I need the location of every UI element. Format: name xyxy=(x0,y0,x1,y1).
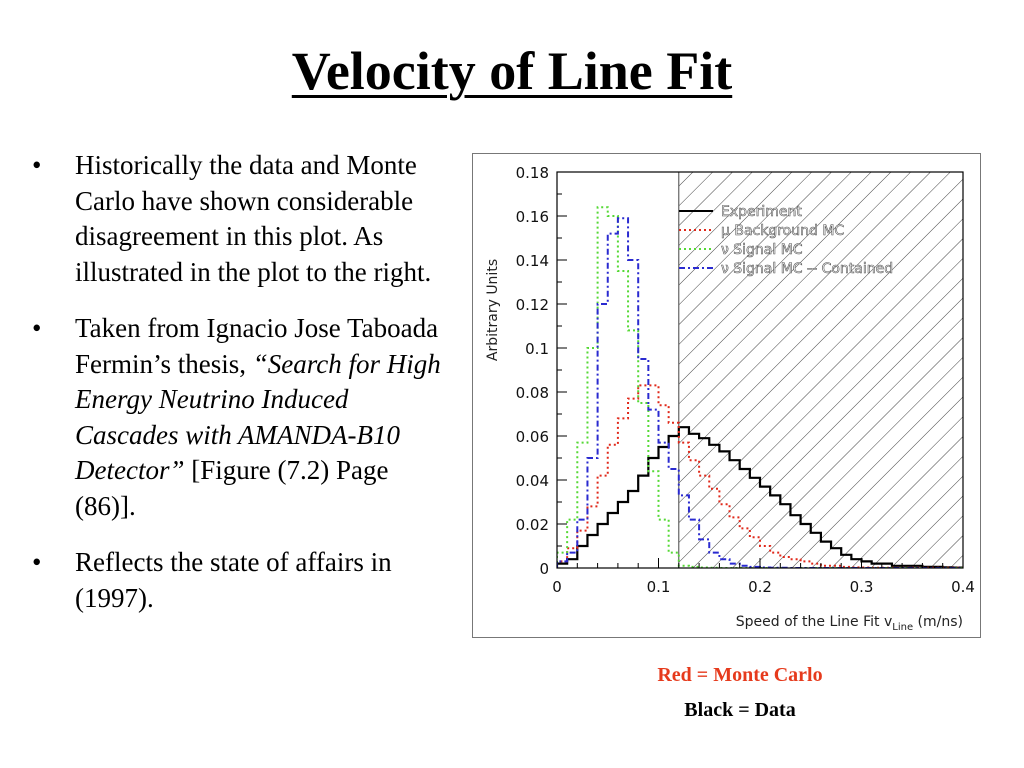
y-tick-label: 0.1 xyxy=(525,340,549,358)
caption-monte-carlo: Red = Monte Carlo xyxy=(657,664,823,686)
x-axis-label-unit: (m/ns) xyxy=(913,614,963,630)
bullet-glyph: • xyxy=(32,150,42,180)
x-tick-label: 0 xyxy=(552,578,562,596)
legend: Experiment μ Background MC ν Signal MC ν Si… xyxy=(679,204,893,277)
series-line-3 xyxy=(557,206,963,568)
caption-data: Black = Data xyxy=(684,699,796,721)
bullet-item: • Taken from Ignacio Jose Taboada Fermin… xyxy=(30,311,450,524)
histogram-figure: 0 0.02 0.04 0.06 0.08 0.1 0.12 0.14 0.16 0.18 0 0.… xyxy=(472,153,981,638)
x-tick-label: 0.4 xyxy=(951,578,975,596)
legend-label-3: ν Signal MC xyxy=(721,242,803,258)
bullet-glyph: • xyxy=(32,547,42,577)
bullet-list: • Historically the data and Monte Carlo … xyxy=(30,148,450,637)
bullet-item: • Historically the data and Monte Carlo … xyxy=(30,148,450,290)
x-axis-label: Speed of the Line Fit vLine (m/ns) xyxy=(736,614,963,633)
series-line-4 xyxy=(557,217,963,568)
series-line-1 xyxy=(557,426,963,568)
y-tick-label: 0.08 xyxy=(516,384,549,402)
y-tick-label: 0 xyxy=(539,560,549,578)
y-tick-label: 0.12 xyxy=(516,296,549,314)
bullet-text-post: [Figure (7.2) Page (86)]. xyxy=(75,455,389,521)
legend-label-2: μ Background MC xyxy=(721,223,844,239)
y-tick-label: 0.16 xyxy=(516,208,549,226)
hatched-region xyxy=(678,172,963,568)
series-line-2 xyxy=(557,384,963,568)
legend-label-4: ν Signal MC -- Contained xyxy=(721,261,893,277)
x-tick-label: 0.1 xyxy=(647,578,671,596)
bullet-text-pre: Taken from Ignacio Jose Taboada Fermin’s… xyxy=(75,313,439,379)
bullet-text: Reflects the state of affairs in (1997). xyxy=(75,547,392,613)
thesis-title: “Search for High Energy Neutrino Induced… xyxy=(75,348,441,486)
x-axis-label-sub: Line xyxy=(892,622,913,633)
x-tick-label: 0.2 xyxy=(748,578,772,596)
y-axis-label: Arbitrary Units xyxy=(485,259,501,361)
cut-region-hatch xyxy=(678,172,963,568)
y-tick-label: 0.14 xyxy=(516,252,549,270)
bullet-item: • Reflects the state of affairs in (1997… xyxy=(30,545,450,616)
x-tick-label: 0.3 xyxy=(850,578,874,596)
y-tick-label: 0.18 xyxy=(516,164,549,182)
x-axis-label-main: Speed of the Line Fit v xyxy=(736,614,892,630)
y-tick-label: 0.04 xyxy=(516,472,549,490)
bullet-glyph: • xyxy=(32,313,42,343)
y-tick-label: 0.06 xyxy=(516,428,549,446)
slide-title: Velocity of Line Fit xyxy=(291,41,733,101)
velocity-histogram: 0 0.02 0.04 0.06 0.08 0.1 0.12 0.14 0.16 0.18 0 0.… xyxy=(485,164,975,633)
y-tick-label: 0.02 xyxy=(516,516,549,534)
legend-label-1: Experiment xyxy=(721,204,802,220)
bullet-text: Historically the data and Monte Carlo ha… xyxy=(75,150,432,287)
